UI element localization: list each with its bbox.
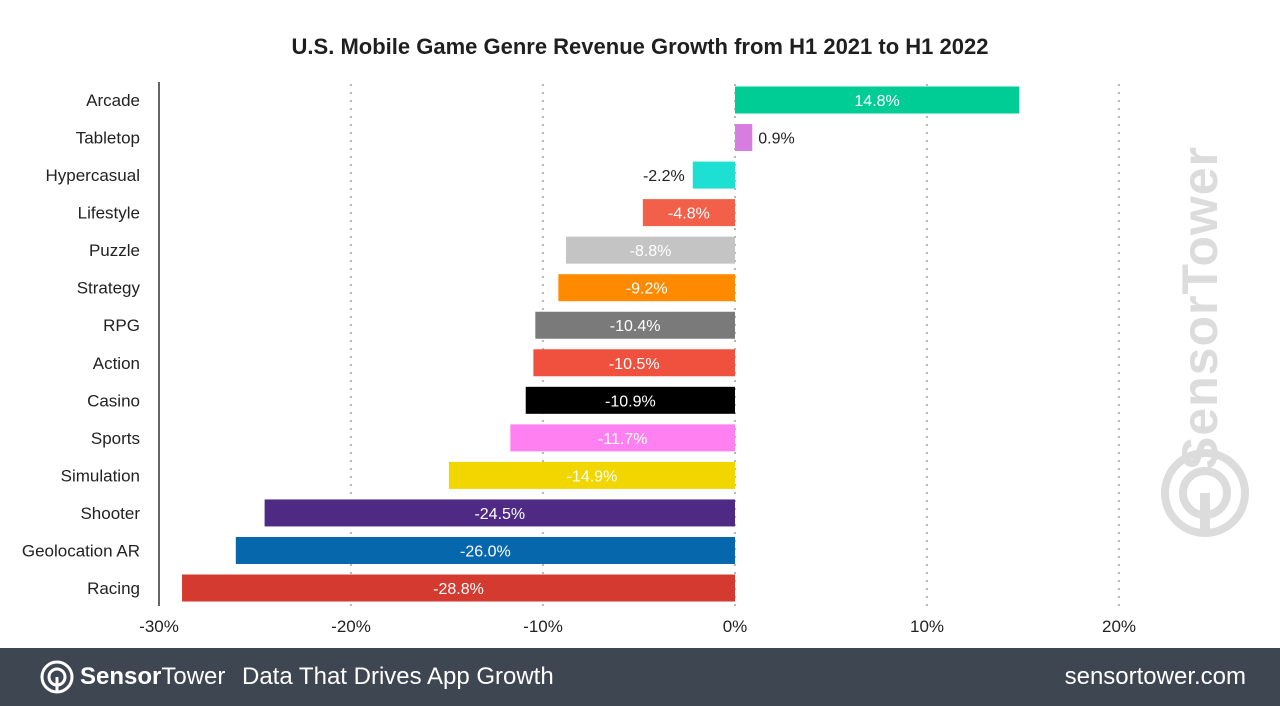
category-label: Shooter (80, 504, 140, 523)
category-label: Sports (91, 429, 140, 448)
value-label: 0.9% (758, 131, 794, 148)
bar (235, 536, 736, 564)
category-label: Action (93, 354, 140, 373)
value-label: -26.0% (460, 543, 511, 560)
category-label: Geolocation AR (22, 541, 140, 560)
value-labels: 14.8% 0.9% -2.2% -4.8% -8.8% -9.2% -10.4% -10.5… (433, 93, 900, 598)
x-tick-label: 10% (910, 617, 944, 636)
category-label: Simulation (61, 466, 140, 485)
sensor-tower-logo-icon (1161, 449, 1249, 537)
bars (182, 86, 1020, 602)
x-tick-label: -30% (139, 617, 179, 636)
value-label: -10.9% (605, 393, 656, 410)
value-label: -2.2% (643, 168, 685, 185)
x-tick-label: -10% (523, 617, 563, 636)
value-label: -10.5% (609, 356, 660, 373)
bar-chart: Arcade Tabletop Hypercasual Lifestyle Puzzle… (22, 82, 1136, 636)
value-label: -8.8% (630, 243, 672, 260)
category-label: Hypercasual (46, 166, 141, 185)
bar (642, 199, 735, 227)
value-label: -4.8% (668, 206, 710, 223)
footer-tagline: Data That Drives App Growth (242, 663, 554, 690)
bar (566, 236, 735, 264)
category-label: Lifestyle (78, 204, 140, 223)
footer-brand-bold: Sensor (80, 663, 162, 690)
x-tick-label: 0% (723, 617, 748, 636)
category-label: Tabletop (76, 129, 140, 148)
footer-brand: SensorTower (80, 663, 225, 691)
value-label: -24.5% (474, 506, 525, 523)
category-labels: Arcade Tabletop Hypercasual Lifestyle Puzzle… (22, 91, 141, 598)
value-label: -28.8% (433, 581, 484, 598)
value-label: 14.8% (854, 93, 899, 110)
value-label: -9.2% (626, 281, 668, 298)
bar (533, 349, 735, 377)
bar (692, 161, 735, 189)
bar (182, 574, 736, 602)
category-label: Racing (87, 579, 140, 598)
value-label: -11.7% (598, 431, 648, 448)
bar (558, 274, 735, 302)
bar (510, 424, 735, 452)
chart-title: U.S. Mobile Game Genre Revenue Growth fr… (291, 34, 989, 59)
bar (735, 86, 1020, 114)
x-tick-labels: -30% -20% -10% 0% 10% 20% (139, 617, 1136, 636)
category-label: Puzzle (89, 241, 140, 260)
x-tick-label: -20% (331, 617, 371, 636)
category-label: RPG (103, 316, 140, 335)
category-label: Strategy (77, 279, 141, 298)
footer: SensorTower Data That Drives App Growth … (0, 648, 1280, 706)
category-label: Arcade (86, 91, 140, 110)
bar (735, 124, 753, 152)
watermark-text: SensorTower (1172, 145, 1229, 471)
sensor-tower-logo-icon (40, 660, 74, 694)
category-label: Casino (87, 391, 140, 410)
bar (525, 386, 735, 414)
footer-url: sensortower.com (1064, 663, 1246, 690)
x-tick-label: 20% (1102, 617, 1136, 636)
bar (535, 311, 735, 339)
watermark: SensorTower (1140, 146, 1260, 470)
footer-brand-rest: Tower (161, 663, 226, 690)
bar (264, 499, 735, 527)
value-label: -10.4% (610, 318, 661, 335)
value-label: -14.9% (567, 468, 618, 485)
bar (448, 461, 735, 489)
